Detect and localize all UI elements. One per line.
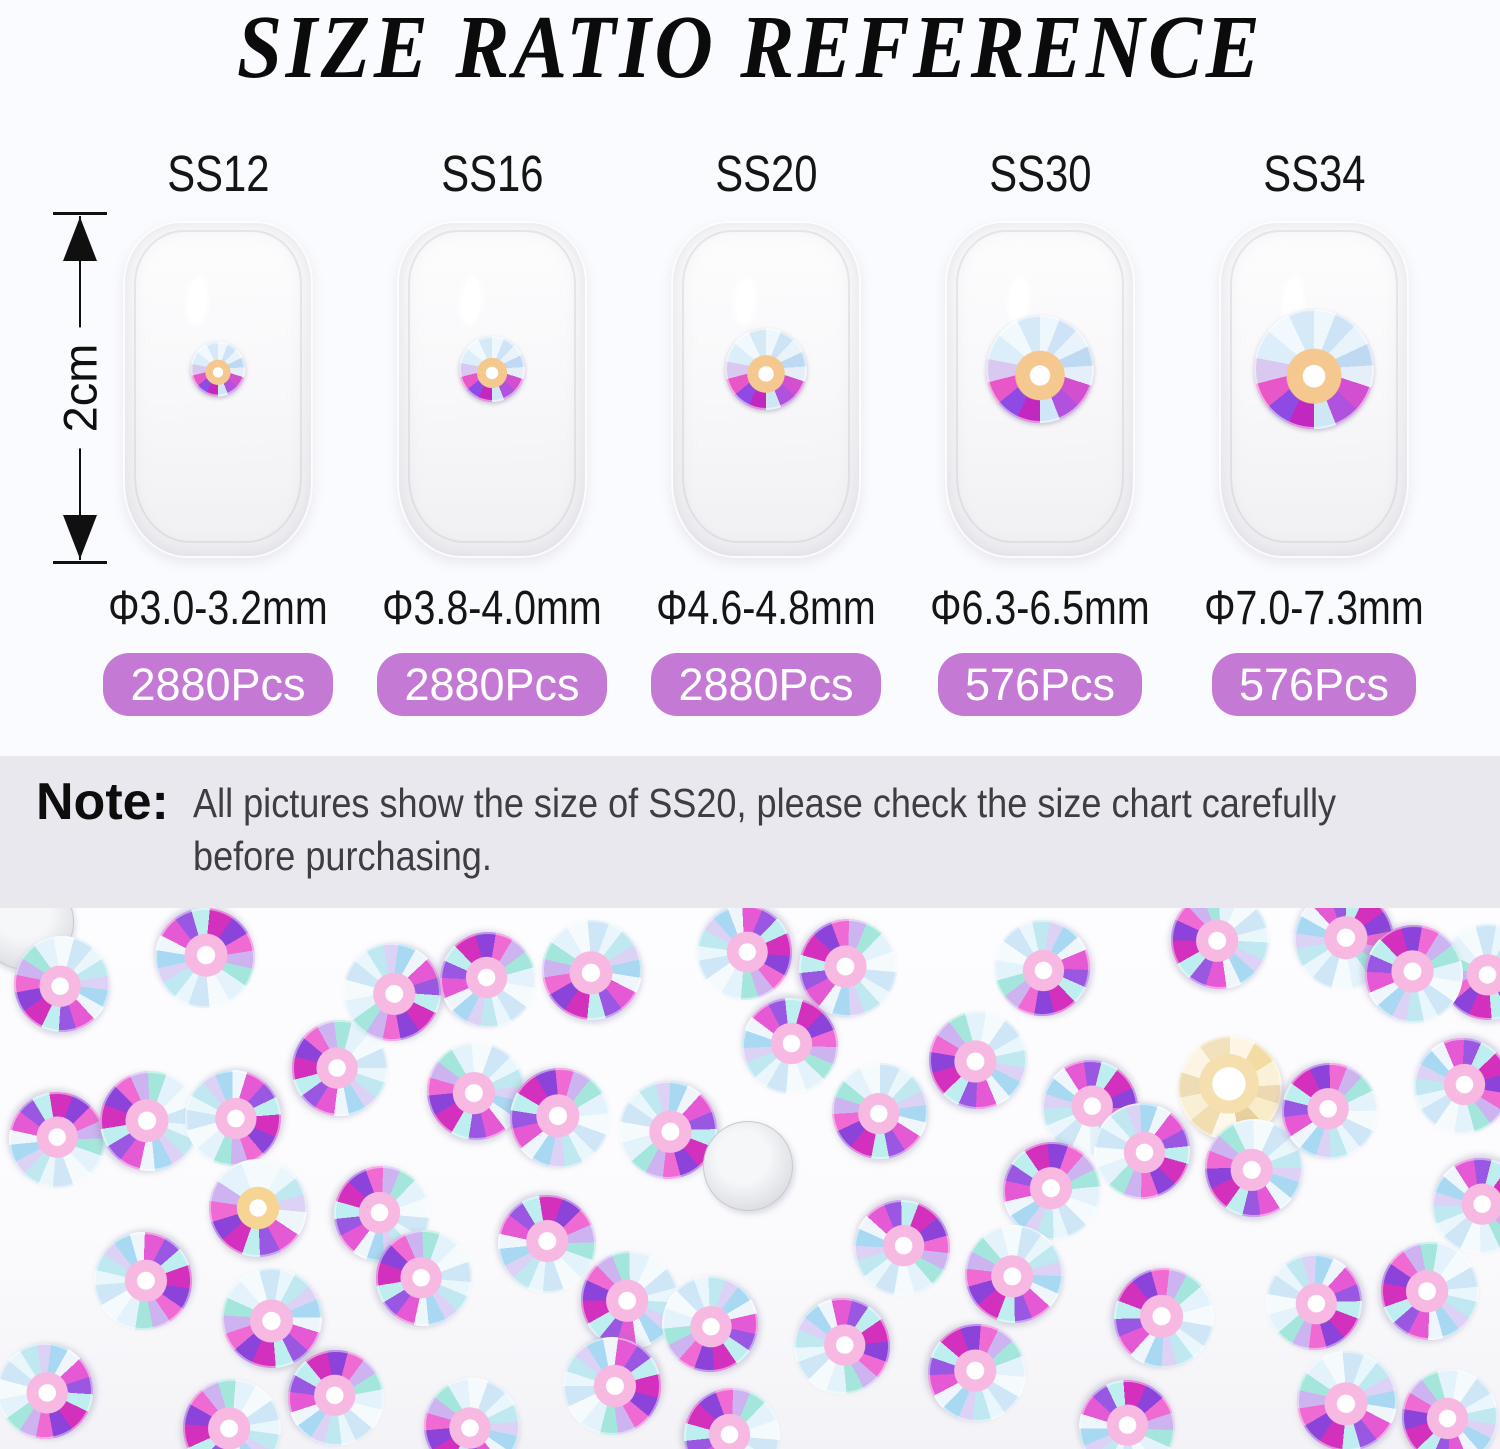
size-label: SS30 xyxy=(988,145,1092,202)
page-title-text: SIZE RATIO REFERENCE xyxy=(236,0,1264,97)
measure-cap-bottom xyxy=(53,561,107,564)
diameter-label: Φ4.6-4.8mm xyxy=(656,582,876,635)
size-label: SS34 xyxy=(1262,145,1366,202)
page-header: SIZE RATIO REFERENCE xyxy=(0,0,1500,96)
rhinestone xyxy=(175,1371,289,1449)
rhinestone xyxy=(908,1304,1046,1442)
rhinestone xyxy=(1376,1237,1484,1345)
rhinestone xyxy=(422,914,554,1046)
count-badge-text: 2880Pcs xyxy=(130,659,306,710)
note-banner: Note: All pictures show the size of SS20… xyxy=(0,756,1500,908)
note-label: Note: xyxy=(36,773,169,831)
nail-highlight xyxy=(733,277,756,325)
rhinestone xyxy=(1282,1336,1412,1449)
count-badge-text: 2880Pcs xyxy=(678,659,854,710)
rhinestone xyxy=(780,1284,904,1408)
diameter-label: Φ3.8-4.0mm xyxy=(382,582,602,635)
page-title: SIZE RATIO REFERENCE xyxy=(0,0,1500,96)
rhinestone xyxy=(563,1337,661,1435)
rhinestone xyxy=(404,1358,540,1449)
count-badge: 576Pcs xyxy=(1211,653,1417,716)
rhinestone xyxy=(816,1047,944,1175)
nail-tip-sample xyxy=(945,221,1135,558)
rhinestone xyxy=(0,1323,113,1449)
nail-tip-sample xyxy=(1219,221,1409,558)
size-columns: SS12 Φ3.0-3.2mm 2880Pcs SS16 Φ3.8-4.0mm … xyxy=(81,143,1451,716)
rhinestone-on-nail xyxy=(459,336,525,403)
rhinestone-face-down xyxy=(703,1121,793,1211)
nail-tip-sample xyxy=(123,221,313,558)
rhinestone xyxy=(1396,1020,1500,1152)
rhinestone xyxy=(1094,1248,1234,1388)
size-column-ss30: SS30 Φ6.3-6.5mm 576Pcs xyxy=(903,143,1177,716)
nail-tip-sample xyxy=(671,221,861,558)
rhinestone-on-nail xyxy=(190,341,246,397)
diameter-label: Φ7.0-7.3mm xyxy=(1204,582,1424,635)
rhinestone-on-nail xyxy=(725,328,807,411)
rhinestone xyxy=(1247,1235,1381,1369)
size-label: SS16 xyxy=(440,145,544,202)
count-badge-text: 576Pcs xyxy=(1238,659,1390,710)
count-badge-text: 576Pcs xyxy=(964,659,1116,710)
count-badge-text: 2880Pcs xyxy=(404,659,580,710)
diameter-label: Φ6.3-6.5mm xyxy=(930,582,1150,635)
note-line-1: All pictures show the size of SS20, plea… xyxy=(192,780,1336,826)
size-column-ss34: SS34 Φ7.0-7.3mm 576Pcs xyxy=(1177,143,1451,716)
size-column-ss20: SS20 Φ4.6-4.8mm 2880Pcs xyxy=(629,143,903,716)
nail-highlight xyxy=(459,277,482,325)
arrow-down-icon xyxy=(63,515,97,559)
size-column-ss16: SS16 Φ3.8-4.0mm 2880Pcs xyxy=(355,143,629,716)
rhinestone xyxy=(1159,908,1281,1001)
measure-arrow: 2cm xyxy=(52,212,108,564)
rhinestone xyxy=(835,1181,969,1315)
rhinestone xyxy=(527,908,657,1035)
measure-cap-top xyxy=(53,212,107,215)
rhinestone xyxy=(688,908,800,1008)
rhinestone xyxy=(1071,1372,1183,1449)
rhinestone xyxy=(4,1087,110,1193)
rhinestone xyxy=(140,908,270,1023)
count-badge: 2880Pcs xyxy=(377,653,607,716)
size-label: SS20 xyxy=(714,145,818,202)
nail-tip-sample xyxy=(397,221,587,558)
arrow-up-icon xyxy=(63,217,97,261)
note-text: All pictures show the size of SS20, plea… xyxy=(193,777,1492,883)
diameter-label: Φ3.0-3.2mm xyxy=(108,582,328,635)
rhinestones-photo xyxy=(0,908,1500,1449)
size-label: SS12 xyxy=(166,145,270,202)
rhinestone xyxy=(177,1062,289,1174)
rhinestone xyxy=(666,1370,798,1449)
rhinestone-on-nail xyxy=(986,315,1094,424)
rhinestone xyxy=(1384,1351,1500,1449)
rhinestone xyxy=(89,1227,197,1335)
note-line-2: before purchasing. xyxy=(192,833,492,879)
count-badge: 2880Pcs xyxy=(103,653,333,716)
count-badge: 2880Pcs xyxy=(651,653,881,716)
count-badge: 576Pcs xyxy=(937,653,1143,716)
rhinestone-on-nail xyxy=(1254,309,1374,430)
nail-highlight xyxy=(185,277,208,325)
size-column-ss12: SS12 Φ3.0-3.2mm 2880Pcs xyxy=(81,143,355,716)
